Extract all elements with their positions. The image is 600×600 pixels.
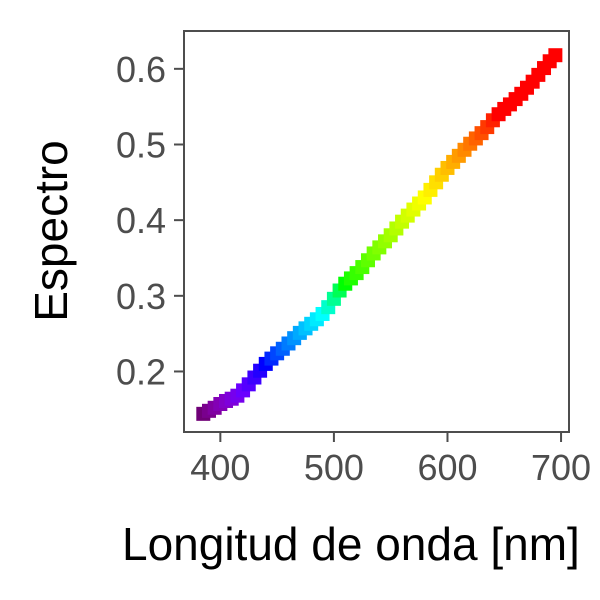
- y-tick-label: 0.5: [116, 124, 166, 165]
- x-axis-title: Longitud de onda [nm]: [122, 518, 580, 570]
- x-tick-label: 400: [190, 447, 250, 488]
- data-point: [548, 48, 563, 63]
- x-tick-label: 700: [531, 447, 591, 488]
- plot-panel-border: [183, 30, 570, 433]
- y-axis-title: Espectro: [25, 140, 77, 322]
- y-tick-label: 0.6: [116, 49, 166, 90]
- y-tick-label: 0.3: [116, 276, 166, 317]
- y-tick-label: 0.4: [116, 200, 166, 241]
- x-tick-label: 600: [417, 447, 477, 488]
- y-tick-label: 0.2: [116, 351, 166, 392]
- x-tick-label: 500: [304, 447, 364, 488]
- axes: 400 500 600 700 0.2 0.3 0.4 0.5 0.6: [116, 49, 591, 488]
- data-points: [196, 48, 563, 421]
